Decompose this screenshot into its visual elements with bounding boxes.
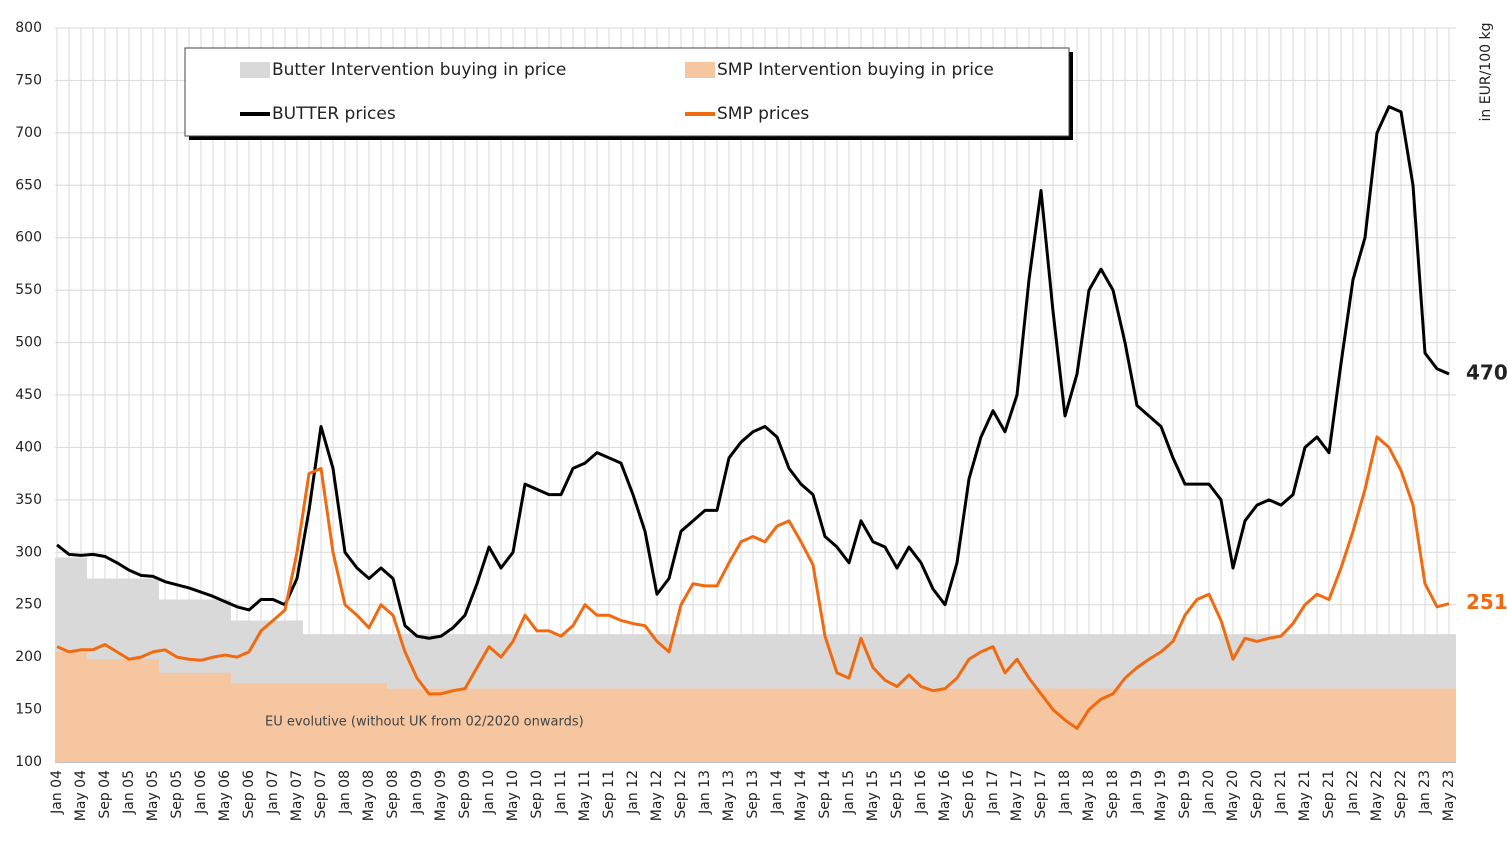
- x-tick-label: Sep 04: [97, 770, 113, 819]
- x-tick-label: May 15: [865, 770, 881, 821]
- y-tick-label: 700: [15, 125, 42, 141]
- x-tick-label: Sep 11: [601, 770, 617, 819]
- x-tick-label: May 13: [721, 770, 737, 821]
- x-tick-label: Jan 23: [1417, 770, 1433, 815]
- x-tick-label: Jan 16: [913, 770, 929, 815]
- lines: [56, 105, 1450, 730]
- x-tick-label: Jan 20: [1201, 770, 1217, 815]
- legend-label: BUTTER prices: [272, 104, 396, 124]
- x-tick-label: Jan 13: [697, 770, 713, 815]
- legend-box: [184, 47, 1070, 137]
- y-tick-label: 750: [15, 72, 42, 88]
- annotation: EU evolutive (without UK from 02/2020 on…: [265, 715, 584, 730]
- legend-label: Butter Intervention buying in price: [272, 60, 566, 80]
- x-tick-label: Sep 18: [1105, 770, 1121, 819]
- y-axis-label: in EUR/100 kg: [1478, 23, 1494, 122]
- x-tick-label: May 04: [73, 770, 89, 821]
- areas: [55, 557, 1456, 762]
- y-tick-label: 350: [15, 492, 42, 508]
- y-tick-label: 650: [15, 177, 42, 193]
- x-tick-label: May 22: [1369, 770, 1385, 821]
- x-tick-label: Jan 14: [769, 770, 785, 815]
- legend: Butter Intervention buying in price SMP I…: [184, 47, 1073, 140]
- x-tick-label: May 16: [937, 770, 953, 821]
- x-tick-label: Sep 19: [1177, 770, 1193, 819]
- x-tick-label: Sep 14: [817, 770, 833, 819]
- x-tick-label: Sep 15: [889, 770, 905, 819]
- x-tick-label: May 07: [289, 770, 305, 821]
- end-label: 251: [1466, 590, 1507, 614]
- x-tick-label: May 23: [1441, 770, 1457, 821]
- x-tick-label: Jan 15: [841, 770, 857, 815]
- x-tick-label: May 10: [505, 770, 521, 821]
- x-tick-label: Sep 10: [529, 770, 545, 819]
- x-tick-label: May 09: [433, 770, 449, 821]
- y-tick-label: 450: [15, 387, 42, 403]
- line: [56, 435, 1450, 730]
- x-tick-label: Jan 18: [1057, 770, 1073, 815]
- x-tick-label: May 18: [1081, 770, 1097, 821]
- y-tick-label: 400: [15, 439, 42, 455]
- y-tick-label: 250: [15, 597, 42, 613]
- x-tick-label: Sep 17: [1033, 770, 1049, 819]
- x-tick-label: May 08: [361, 770, 377, 821]
- x-tick-label: Jan 04: [49, 770, 65, 815]
- x-tick-label: Sep 09: [457, 770, 473, 819]
- x-tick-label: Jan 21: [1273, 770, 1289, 815]
- x-tick-label: May 11: [577, 770, 593, 821]
- x-tick-label: May 19: [1153, 770, 1169, 821]
- x-tick-label: Sep 22: [1393, 770, 1409, 819]
- x-tick-label: Jan 09: [409, 770, 425, 815]
- y-tick-label: 550: [15, 282, 42, 298]
- x-tick-label: May 14: [793, 770, 809, 821]
- y-tick-label: 150: [15, 702, 42, 718]
- y-tick-label: 300: [15, 544, 42, 560]
- x-tick-label: Jan 10: [481, 770, 497, 815]
- x-tick-label: Jan 06: [193, 770, 209, 815]
- x-tick-label: Jan 12: [625, 770, 641, 815]
- x-tick-label: May 17: [1009, 770, 1025, 821]
- x-tick-label: Jan 05: [121, 770, 137, 815]
- area: [55, 651, 1456, 762]
- x-tick-label: Sep 13: [745, 770, 761, 819]
- x-tick-label: Sep 16: [961, 770, 977, 819]
- x-tick-label: Jan 22: [1345, 770, 1361, 815]
- x-tick-label: Sep 12: [673, 770, 689, 819]
- legend-label: SMP prices: [717, 104, 809, 124]
- x-tick-label: Jan 19: [1129, 770, 1145, 815]
- x-tick-label: Jan 11: [553, 770, 569, 815]
- x-tick-label: May 06: [217, 770, 233, 821]
- x-tick-label: May 20: [1225, 770, 1241, 821]
- legend-swatch: [685, 62, 715, 78]
- x-tick-label: Sep 05: [169, 770, 185, 819]
- end-label: 470: [1466, 361, 1507, 385]
- y-tick-label: 600: [15, 230, 42, 246]
- x-tick-label: May 05: [145, 770, 161, 821]
- x-tick-label: Jan 08: [337, 770, 353, 815]
- x-tick-label: Sep 07: [313, 770, 329, 819]
- x-tick-label: May 12: [649, 770, 665, 821]
- x-tick-label: May 21: [1297, 770, 1313, 821]
- y-tick-label: 800: [15, 20, 42, 36]
- legend-label: SMP Intervention buying in price: [717, 60, 994, 80]
- y-tick-label: 500: [15, 335, 42, 351]
- x-tick-label: Sep 21: [1321, 770, 1337, 819]
- x-tick-label: Sep 08: [385, 770, 401, 819]
- x-tick-label: Sep 20: [1249, 770, 1265, 819]
- y-tick-label: 100: [15, 754, 42, 770]
- legend-swatch: [240, 62, 270, 78]
- x-tick-label: Jan 07: [265, 770, 281, 815]
- x-tick-label: Sep 06: [241, 770, 257, 819]
- x-tick-label: Jan 17: [985, 770, 1001, 815]
- y-tick-label: 200: [15, 649, 42, 665]
